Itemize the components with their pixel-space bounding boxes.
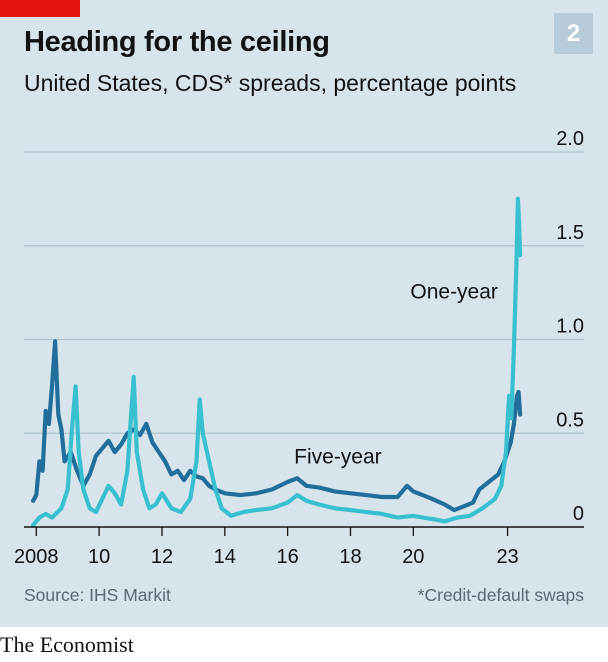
- series-label-five-year: Five-year: [294, 445, 382, 468]
- footnote: *Credit-default swaps: [417, 585, 584, 605]
- publisher-logo: The Economist: [0, 632, 134, 657]
- x-tick-label: 18: [339, 546, 361, 568]
- x-tick-label: 16: [277, 546, 299, 568]
- x-tick-label: 14: [214, 546, 236, 568]
- chart-number-badge: 2: [554, 13, 593, 54]
- chart-title: Heading for the ceiling: [24, 26, 330, 58]
- series-line-five-year: [31, 339, 523, 513]
- source-note: Source: IHS Markit: [24, 585, 171, 605]
- x-tick-label: 2008: [14, 546, 59, 568]
- y-tick-label: 1.0: [556, 316, 584, 338]
- series-line-one-year: [31, 196, 523, 528]
- y-tick-label: 0: [573, 503, 584, 525]
- x-tick-label: 20: [402, 546, 424, 568]
- brand-tag: [0, 0, 80, 17]
- x-tick-label: 12: [151, 546, 173, 568]
- y-tick-label: 0.5: [556, 409, 584, 431]
- line-chart: 0 0.5 1.0 1.5 2.0 Five-year One-year 2008 10 12 14…: [14, 128, 584, 568]
- y-tick-label: 2.0: [556, 128, 584, 150]
- chart-subtitle: United States, CDS* spreads, percentage …: [24, 70, 517, 96]
- x-tick-label: 23: [496, 546, 518, 568]
- x-tick-label: 10: [88, 546, 110, 568]
- y-tick-label: 1.5: [556, 222, 584, 244]
- chart-card: [0, 0, 608, 627]
- series-label-one-year: One-year: [410, 280, 498, 303]
